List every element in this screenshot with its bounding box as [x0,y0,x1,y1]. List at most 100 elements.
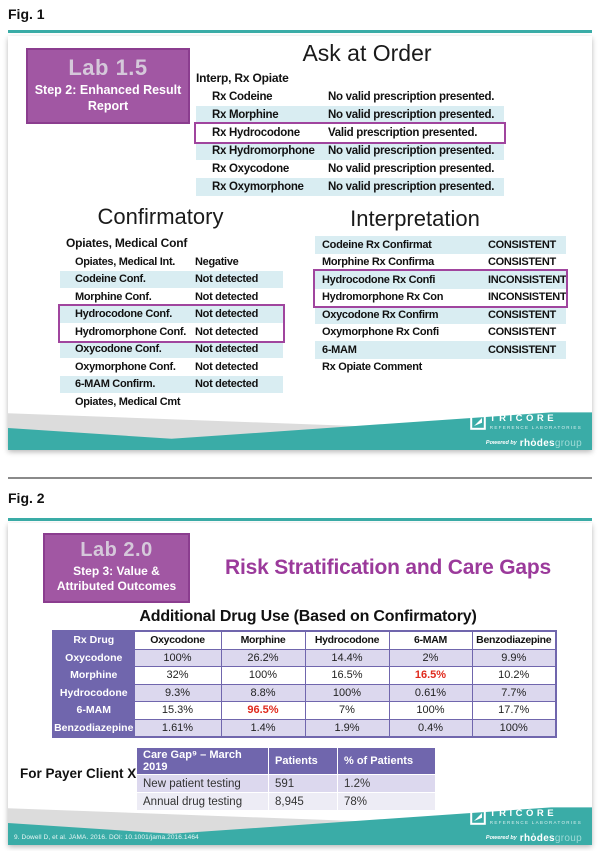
result-row: Rx Opiate Comment [315,359,566,377]
tricore-tagline: REFERENCE LABORATORIES [489,819,582,825]
result-label: Hydrocodone Conf. [75,308,172,321]
result-row: Rx Oxycodone No valid prescription presen… [196,160,504,178]
result-row: Opiates, Medical Int. Negative [60,253,283,271]
result-label: Rx Oxymorphone [212,181,304,193]
table-cell: 8.8% [220,683,306,702]
result-value: Valid prescription presented. [328,127,478,139]
table-cell: 1.2% [337,774,436,793]
figure-divider [8,477,592,479]
table-cell: 10.2% [471,666,557,685]
risk-stratification-title: Risk Stratification and Care Gaps [225,556,551,579]
fig1-slide: Lab 1.5 Step 2: Enhanced Result Report A… [8,36,592,450]
tricore-wordmark: TRICORE [489,808,558,820]
confirmatory-title: Confirmatory [97,204,224,229]
table-cell: 100% [220,666,306,685]
footer-band: TRICORE REFERENCE LABORATORIES Powered b… [8,410,592,450]
result-label: Codeine Conf. [75,273,146,286]
result-label: Rx Morphine [212,109,279,121]
result-label: Rx Opiate Comment [322,361,423,374]
interpretation-rows: Codeine Rx Confirmat CONSISTENT Morphine R… [313,236,568,377]
fig1-label: Fig. 1 [8,6,45,22]
table-cell: 9.9% [471,648,557,667]
tricore-wordmark: TRICORE [489,413,558,425]
lab-box-subtitle: Step 3: Value & Attributed Outcomes [56,564,177,593]
result-value: Not detected [195,273,259,286]
result-row: Hydromorphone Rx Con INCONSISTENT [315,289,567,307]
table-cell: 26.2% [220,648,306,667]
powered-by-line: Powered by rhȯdesgroup [470,433,582,451]
result-row: Oxymorphone Conf. Not detected [60,358,283,376]
result-row: Rx Morphine No valid prescription present… [196,106,504,124]
table-cell: 100% [388,701,473,720]
result-label: 6-MAM Confirm. [75,378,156,391]
column-header: Care Gap⁹ – March 2019 [136,747,269,775]
result-label: Morphine Conf. [75,290,152,303]
result-value: CONSISTENT [488,238,556,251]
fig2-label: Fig. 2 [8,490,45,506]
result-label: Hydromorphone Rx Con [322,291,444,304]
table-cell: 96.5% [220,701,306,720]
result-value: No valid prescription presented. [328,145,495,157]
table-row: Annual drug testing 8,945 78% [136,792,436,811]
highlight-box: Rx Hydrocodone Valid prescription present… [194,122,506,144]
result-label: Rx Oxycodone [212,163,289,175]
result-label: Hydrocodone Rx Confi [322,273,436,286]
table-cell: 16.5% [388,666,473,685]
table-cell: 8,945 [268,792,338,811]
fig2-teal-rule [8,518,592,521]
table-row: New patient testing 591 1.2% [136,774,436,793]
powered-by-label: Powered by [485,440,517,446]
result-value: CONSISTENT [488,308,556,321]
powered-by-label: Powered by [485,835,517,841]
table-row: Benzodiazepine 1.61% 1.4% 1.9% 0.4% 100% [52,718,557,738]
highlight-box: Hydrocodone Conf. Not detected Hydromorpho… [58,303,285,343]
result-label: Opiates, Medical Int. [75,255,176,268]
table-row: 6-MAM 15.3% 96.5% 7% 100% 17.7% [52,701,557,720]
table-cell: 78% [337,792,436,811]
result-row: Hydrocodone Rx Confi INCONSISTENT [315,271,567,289]
result-label: Opiates, Medical Cmt [75,395,181,408]
result-label: Oxymorphone Rx Confi [322,326,439,339]
result-row: 6-MAM CONSISTENT [315,341,566,359]
result-label: Rx Codeine [212,91,273,103]
lab-2-0-box: Lab 2.0 Step 3: Value & Attributed Outco… [43,533,190,603]
result-value: No valid prescription presented. [328,91,495,103]
footer-band: 9. Dowell D, et al. JAMA. 2016. DOI: 10.… [8,805,592,845]
lab-box-subtitle: Step 2: Enhanced Result Report [34,83,182,113]
result-row: Opiates, Medical Cmt [60,393,283,411]
result-label: Oxycodone Conf. [75,343,162,356]
table-cell: 1.9% [304,718,390,738]
ask-at-order-title: Ask at Order [302,40,432,66]
table-cell: 1.61% [133,718,222,738]
result-row: Oxymorphone Rx Confi CONSISTENT [315,324,566,342]
table-cell: 16.5% [304,666,390,685]
interpretation-title: Interpretation [350,206,480,231]
result-row: Rx Hydromorphone No valid prescription pr… [196,142,504,160]
ask-at-order-rows: Rx Codeine No valid prescription presente… [194,88,506,196]
result-value: INCONSISTENT [488,291,567,304]
result-value: CONSISTENT [488,326,556,339]
confirmatory-group-label: Opiates, Medical Conf [66,236,188,250]
result-row: Morphine Conf. Not detected [60,288,283,306]
table-row: Oxycodone 100% 26.2% 14.4% 2% 9.9% [52,648,557,667]
result-row: Rx Codeine No valid prescription presente… [196,88,504,106]
tricore-logo: TRICORE REFERENCE LABORATORIES Powered b… [469,808,582,846]
table-cell: 17.7% [471,701,557,720]
result-value: Not detected [195,308,259,321]
ask-group-label: Interp, Rx Opiate [196,71,289,85]
row-header: Morphine [52,666,135,685]
fig1-teal-rule [8,30,592,33]
result-value: Not detected [195,343,259,356]
result-value: INCONSISTENT [488,273,567,286]
column-header: Oxycodone [133,630,222,650]
table-cell: 7% [304,701,390,720]
result-value: Negative [195,255,239,268]
result-row: Morphine Rx Confirma CONSISTENT [315,254,566,272]
result-value: No valid prescription presented. [328,109,495,121]
table-cell: 0.61% [388,683,473,702]
additional-drug-use-table: Rx Drug Oxycodone Morphine Hydrocodone 6-MAM… [52,630,557,738]
result-row: Hydromorphone Conf. Not detected [60,323,283,341]
result-row: Hydrocodone Conf. Not detected [60,305,283,323]
table-cell: 100% [133,648,222,667]
result-row: Oxycodone Rx Confirm CONSISTENT [315,306,566,324]
